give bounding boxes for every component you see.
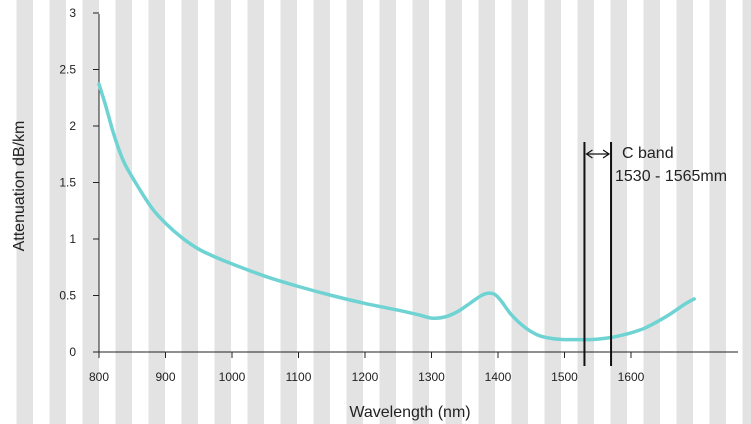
x-tick-label: 1000: [219, 370, 246, 384]
x-axis-title: Wavelength (nm): [349, 404, 470, 421]
background-stripe: [742, 0, 751, 424]
c-band-annotation: C band 1530 - 1565mm: [583, 142, 727, 366]
background-stripe: [412, 0, 429, 424]
background-stripe: [346, 0, 363, 424]
c-band-arrow-head-right: [602, 149, 611, 159]
y-axis-title: Attenuation dB/km: [11, 121, 28, 252]
y-tick-label: 1.5: [59, 176, 76, 190]
y-tick-label: 0: [69, 345, 76, 359]
background-stripe: [181, 0, 198, 424]
background-stripe: [247, 0, 264, 424]
background-stripe: [643, 0, 660, 424]
background-stripe: [313, 0, 330, 424]
y-tick-label: 3: [69, 6, 76, 20]
c-band-arrow-head-left: [585, 149, 593, 159]
background-stripe: [115, 0, 132, 424]
background-stripe: [214, 0, 231, 424]
background-stripe: [610, 0, 627, 424]
x-ticks: 800 900 1000 1100 1200 1300 1400 1500 1600: [89, 352, 645, 384]
x-tick-label: 800: [89, 370, 109, 384]
background-stripe: [577, 0, 594, 424]
background-stripe: [676, 0, 693, 424]
background-stripe: [544, 0, 561, 424]
background-stripe: [445, 0, 462, 424]
background-stripe: [709, 0, 726, 424]
background-stripe: [49, 0, 66, 424]
background-stripe: [82, 0, 99, 424]
background-stripe: [478, 0, 495, 424]
background-stripe: [16, 0, 33, 424]
y-tick-label: 0.5: [59, 289, 76, 303]
y-tick-label: 2.5: [59, 63, 76, 77]
background-stripes: [16, 0, 751, 424]
x-tick-label: 1300: [418, 370, 445, 384]
y-ticks: 0 0.5 1 1.5 2 2.5 3: [59, 6, 99, 359]
y-tick-label: 2: [69, 119, 76, 133]
x-tick-label: 1100: [286, 370, 312, 384]
background-stripe: [280, 0, 297, 424]
x-tick-label: 1600: [618, 370, 645, 384]
background-stripe: [511, 0, 528, 424]
c-band-range-label: 1530 - 1565mm: [615, 168, 727, 185]
x-tick-label: 1400: [485, 370, 512, 384]
background-stripe: [379, 0, 396, 424]
y-tick-label: 1: [69, 232, 76, 246]
c-band-label: C band: [622, 145, 674, 162]
x-tick-label: 1500: [551, 370, 578, 384]
attenuation-curve: [97, 82, 696, 342]
x-tick-label: 1200: [352, 370, 379, 384]
x-tick-label: 900: [155, 370, 175, 384]
